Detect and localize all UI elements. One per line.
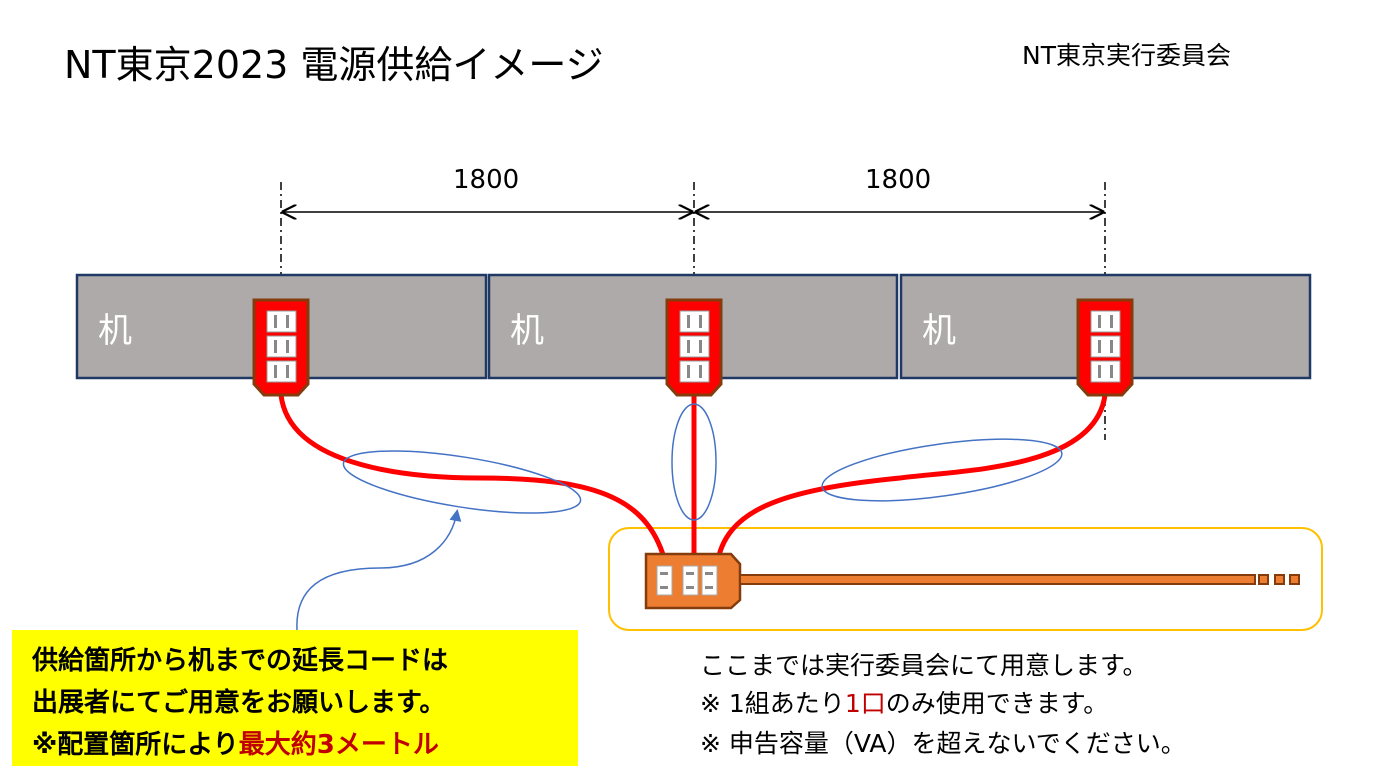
organizer-name: NT東京実行委員会 [1022, 41, 1231, 70]
callout-ellipse-center [671, 403, 717, 521]
dimension-label-2: 1800 [865, 165, 932, 195]
exhibitor-note: 供給箇所から机までの延長コードは 出展者にてご用意をお願いします。 ※配置箇所に… [12, 630, 578, 766]
cable-left [278, 394, 669, 566]
note-line-1: 供給箇所から机までの延長コードは [32, 646, 449, 676]
info-line-2: ※ 1組あたり1口のみ使用できます。 [700, 684, 1108, 720]
desk-label-3: 机 [922, 311, 956, 351]
callout-ellipse-left [342, 450, 582, 514]
power-strip [644, 552, 1300, 610]
desk-outlet-2 [665, 298, 723, 397]
desk-outlet-1 [252, 298, 310, 397]
desk-label-1: 机 [98, 311, 132, 351]
note-line-2: 出展者にてご用意をお願いします。 [32, 688, 446, 718]
info-line-2-suffix: のみ使用できます。 [885, 689, 1109, 718]
desk-outlet-3 [1076, 298, 1134, 397]
one-outlet-highlight: 1口 [844, 689, 886, 718]
info-line-1: ここまでは実行委員会にて用意します。 [700, 651, 1148, 680]
note-line-3-prefix: ※配置箇所により [32, 730, 239, 760]
max-length-highlight: 最大約3メートル [238, 730, 439, 760]
callout-arrow [296, 509, 462, 631]
info-line-2-prefix: ※ 1組あたり [700, 689, 845, 718]
page-title: NT東京2023 電源供給イメージ [64, 43, 604, 87]
desk-label-2: 机 [510, 311, 544, 351]
dimension-label-1: 1800 [453, 165, 520, 195]
power-cord [739, 574, 1256, 585]
note-line-3: ※配置箇所により最大約3メートル [32, 724, 439, 761]
info-line-3: ※ 申告容量（VA）を超えないでください。 [700, 729, 1186, 758]
cable-right [714, 394, 1108, 566]
provided-area-box [608, 527, 1323, 631]
extension-cables [278, 394, 1108, 566]
callout-ellipse-right [821, 438, 1063, 502]
